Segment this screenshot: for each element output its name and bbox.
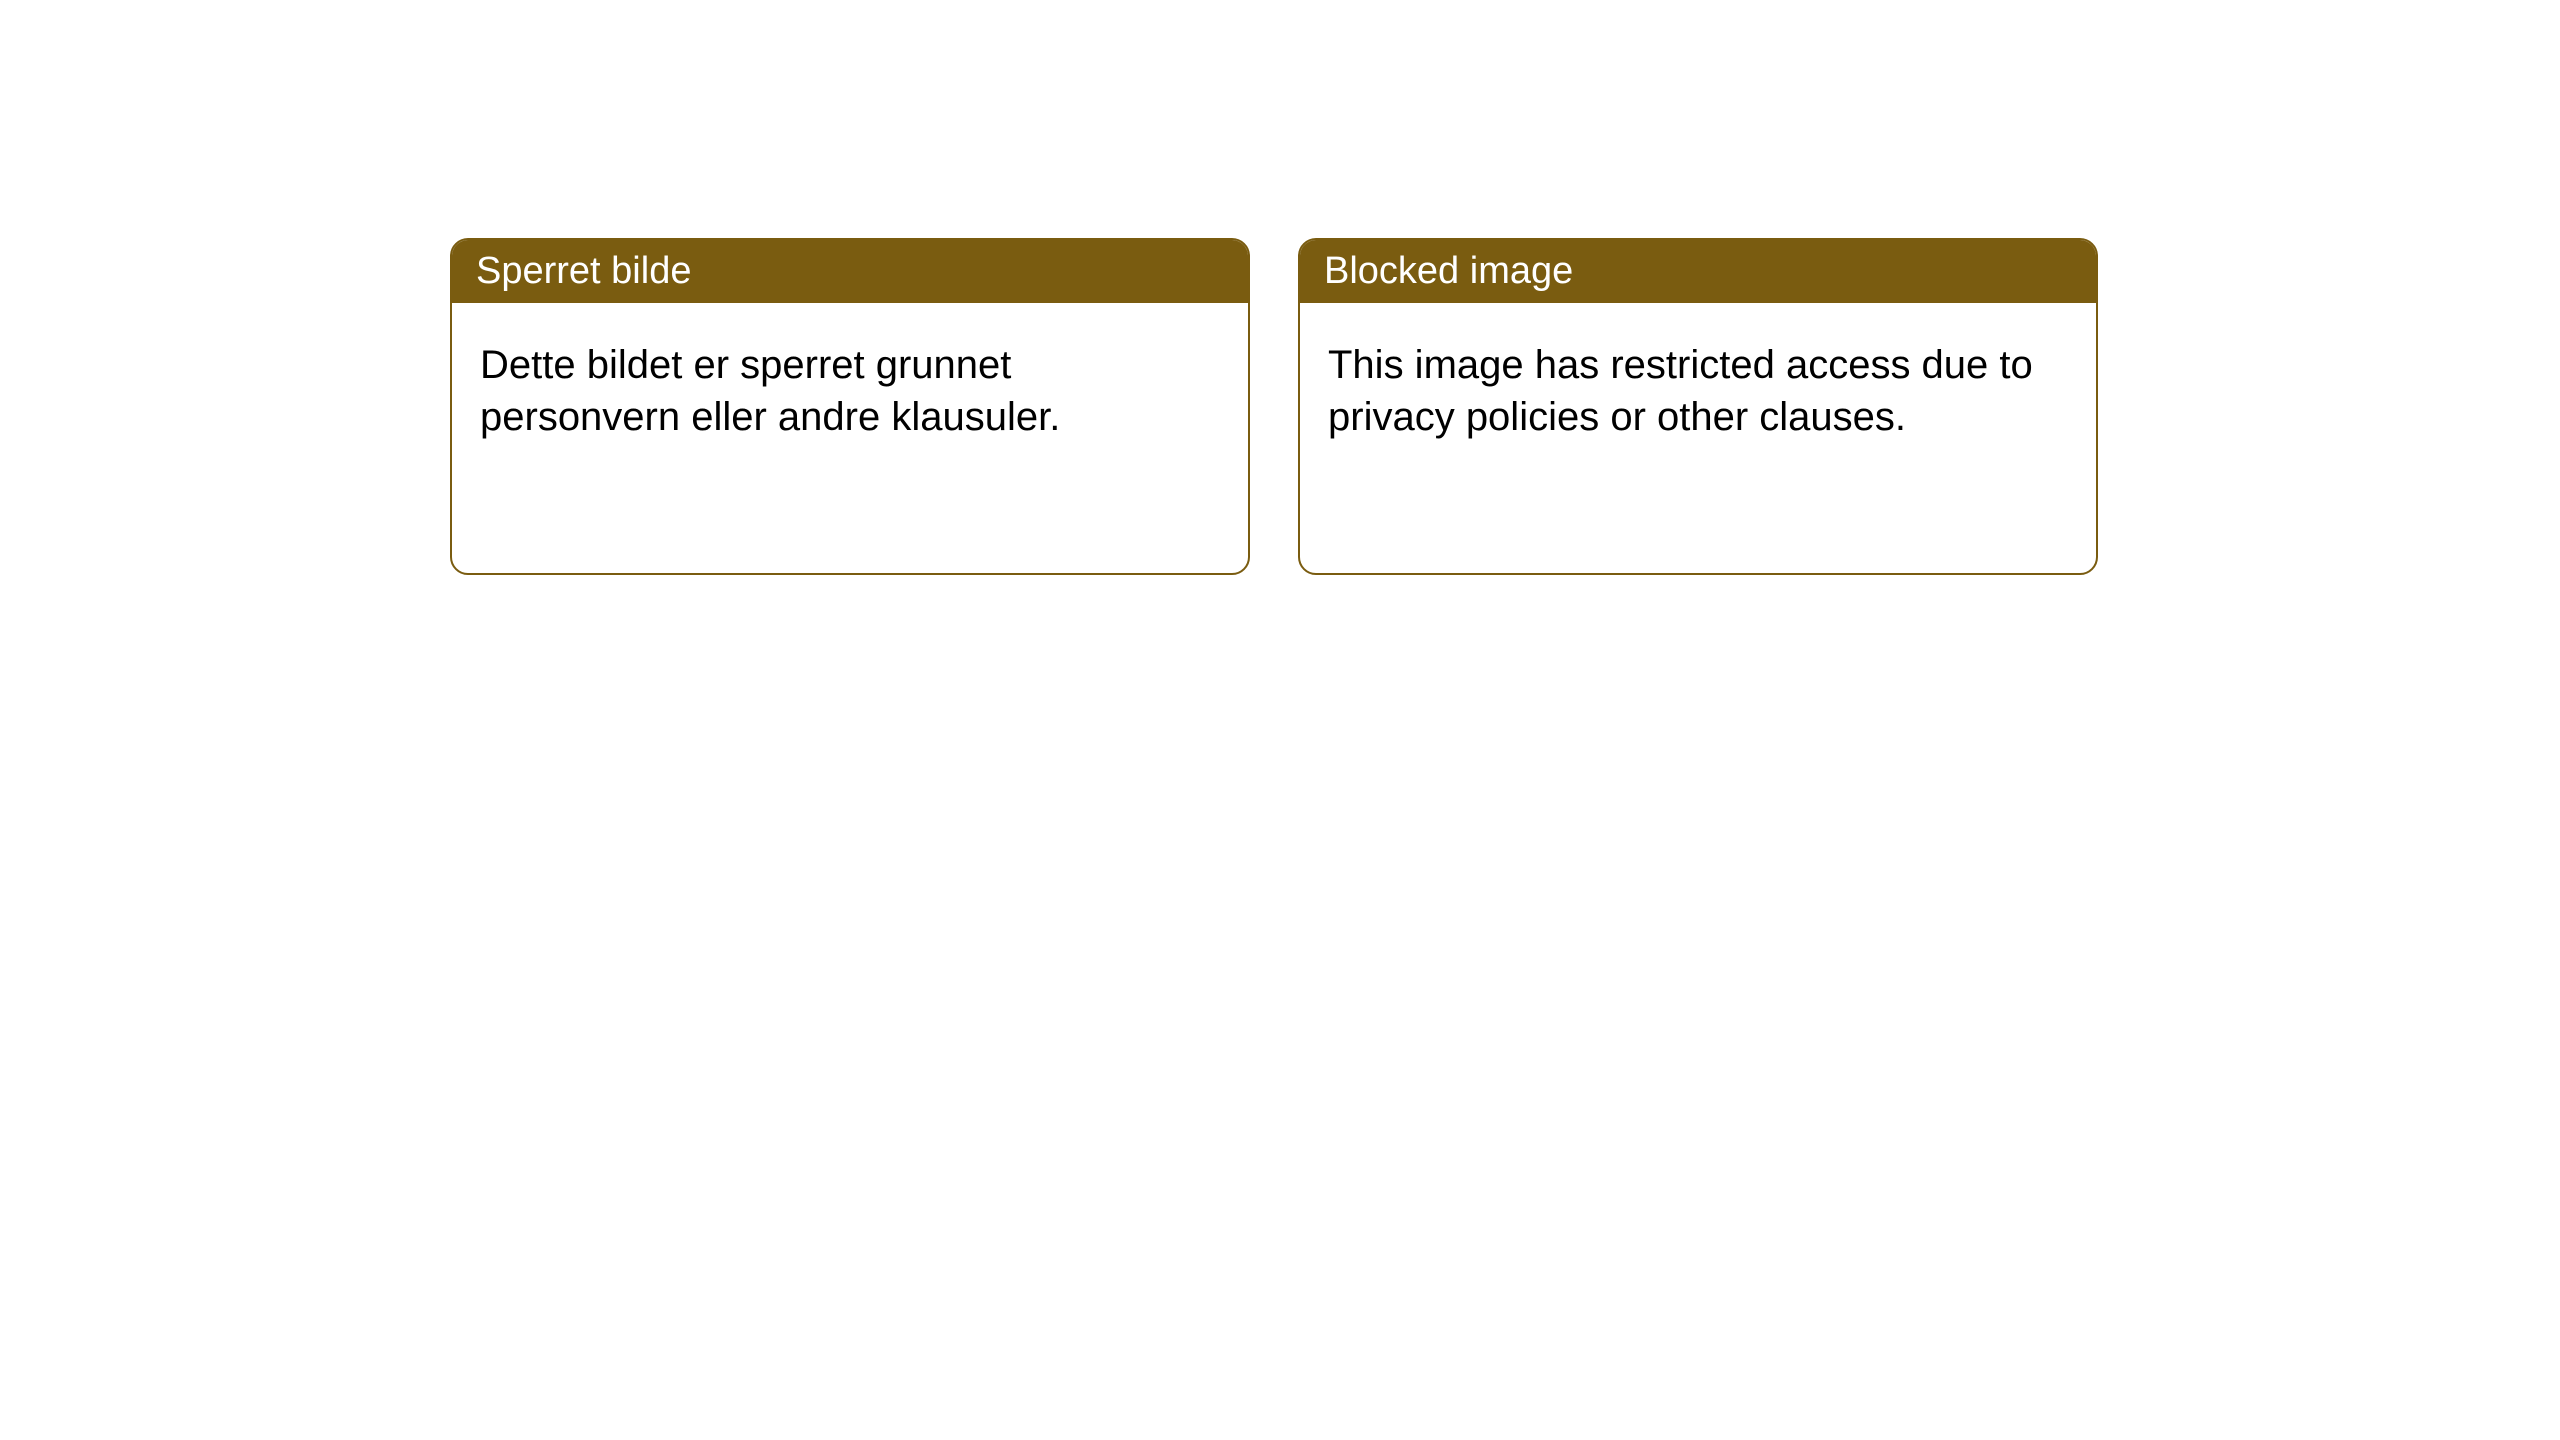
card-body-text: This image has restricted access due to … [1328,343,2033,439]
card-body-text: Dette bildet er sperret grunnet personve… [480,343,1060,439]
notice-card-english: Blocked image This image has restricted … [1298,238,2098,575]
card-body: Dette bildet er sperret grunnet personve… [452,303,1248,573]
card-title: Sperret bilde [476,250,691,292]
notice-card-norwegian: Sperret bilde Dette bildet er sperret gr… [450,238,1250,575]
notice-container: Sperret bilde Dette bildet er sperret gr… [0,0,2560,575]
card-header: Blocked image [1300,240,2096,303]
card-title: Blocked image [1324,250,1573,292]
card-body: This image has restricted access due to … [1300,303,2096,573]
card-header: Sperret bilde [452,240,1248,303]
